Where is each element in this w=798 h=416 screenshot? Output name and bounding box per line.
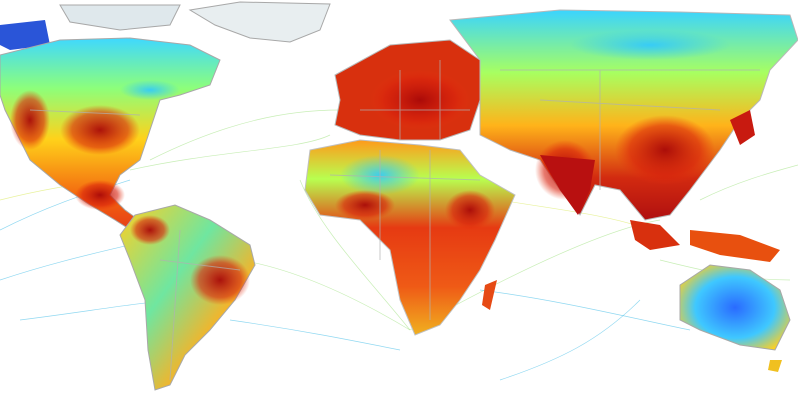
greenland	[188, 1, 331, 43]
coolspot	[570, 30, 730, 60]
asia	[449, 9, 798, 221]
hotspot	[335, 190, 395, 220]
hotspot	[75, 180, 125, 210]
borders	[29, 60, 760, 381]
arctic-islands	[59, 4, 181, 31]
coolspot	[120, 80, 180, 100]
hotspot	[445, 190, 495, 230]
japan	[730, 110, 755, 145]
australia	[679, 264, 791, 351]
islands	[630, 220, 680, 250]
south-america	[119, 204, 256, 391]
hotspot	[615, 115, 715, 185]
hotspot	[130, 215, 170, 245]
india	[540, 155, 595, 215]
hotspot	[190, 255, 250, 305]
alaska-cold	[0, 20, 50, 50]
madagascar	[482, 280, 497, 310]
hotspot	[60, 105, 140, 155]
hotspot	[10, 90, 50, 150]
tasmania	[768, 360, 782, 372]
islands	[690, 230, 780, 262]
hotspot	[370, 70, 470, 130]
